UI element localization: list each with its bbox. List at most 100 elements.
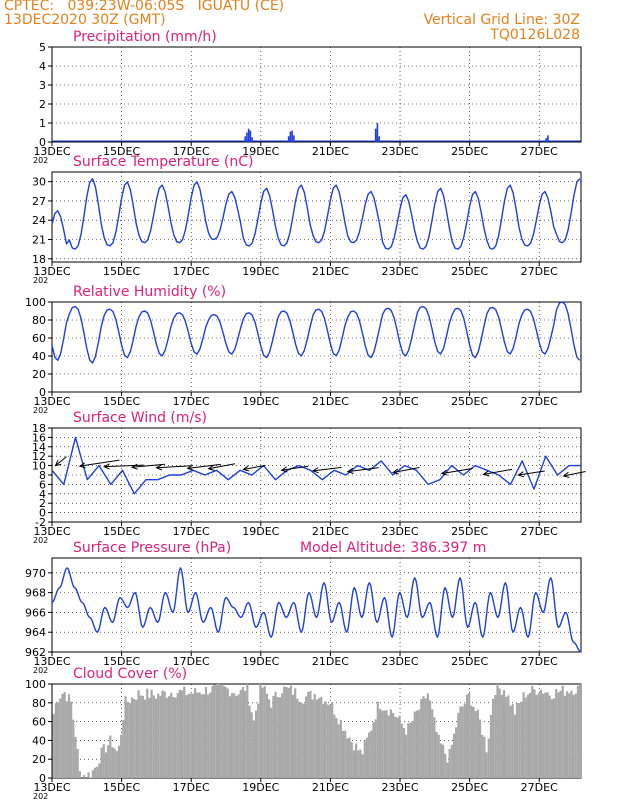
y-tick-label: 40 <box>32 734 46 747</box>
x-axis-year: 202 <box>33 406 48 415</box>
cloud-bar <box>246 684 249 778</box>
y-tick-label: 80 <box>32 314 46 327</box>
x-tick-label: 25DEC <box>451 781 488 794</box>
cloud-bar <box>233 693 236 778</box>
x-tick-label: 13DEC <box>33 781 70 794</box>
cloud-bar <box>537 693 540 778</box>
y-tick-label: 0 <box>39 507 46 520</box>
cloud-bar <box>252 720 255 778</box>
y-tick-label: 0 <box>39 772 46 785</box>
cloud-bar <box>350 742 353 778</box>
wind-vector-head <box>207 464 215 471</box>
cloud-bar <box>354 743 358 778</box>
cloud-bar <box>463 703 466 778</box>
cloud-bar <box>424 698 427 778</box>
cloud-bar <box>135 699 138 778</box>
precip-bar <box>374 128 377 142</box>
y-tick-label: 2 <box>39 98 46 111</box>
cloud-bar <box>74 736 77 778</box>
cloud-bar <box>248 705 251 778</box>
cloud-bar <box>285 686 288 778</box>
cloud-bar <box>339 719 342 778</box>
cloud-bar <box>487 738 490 778</box>
cloud-bar <box>389 709 392 778</box>
y-tick-label: 962 <box>25 646 46 659</box>
x-tick-label: 23DEC <box>381 525 418 538</box>
cloud-bar <box>478 719 482 778</box>
cloud-bar <box>167 696 171 778</box>
cloud-bar <box>281 693 284 778</box>
wind-vector-head <box>391 468 399 475</box>
pressure-line <box>51 567 582 653</box>
cloud-bar <box>341 730 345 778</box>
cloud-bar <box>59 698 62 778</box>
cloud-bar <box>107 745 110 778</box>
x-tick-label: 17DEC <box>173 525 210 538</box>
y-tick-label: 24 <box>32 214 46 227</box>
cloud-bar <box>511 704 514 778</box>
x-tick-label: 21DEC <box>312 145 349 158</box>
cloud-bar <box>100 747 103 778</box>
cloud-bar <box>228 696 232 778</box>
cloud-bar <box>452 733 456 778</box>
cloud-bar <box>398 715 401 778</box>
x-tick-label: 17DEC <box>173 781 210 794</box>
cloud-bar <box>574 693 577 778</box>
y-tick-label: 100 <box>25 296 46 309</box>
header-model-code: TQ0126L028 <box>490 27 580 43</box>
cloud-bar <box>122 720 125 778</box>
cloud-bar <box>481 734 484 778</box>
wind-vector <box>312 466 342 472</box>
cloud-bar <box>109 735 112 778</box>
cloud-bar <box>296 698 299 778</box>
wind-vector-head <box>440 469 448 476</box>
cloud-bar <box>352 750 356 778</box>
x-axis-year: 202 <box>33 666 48 675</box>
wind-vector-head <box>78 462 86 469</box>
cloud-bar <box>72 719 75 778</box>
precip-bar <box>289 131 292 142</box>
cloud-bar <box>83 775 86 778</box>
cloud-bar <box>130 697 134 778</box>
x-tick-label: 19DEC <box>242 145 279 158</box>
cloud-bar <box>96 766 99 778</box>
cloud-bar <box>437 734 440 778</box>
cloud-bar <box>311 699 314 778</box>
cloud-bar <box>276 697 279 778</box>
x-tick-label: 23DEC <box>381 265 418 278</box>
y-tick-label: 14 <box>32 441 46 454</box>
cloud-bar <box>161 690 164 778</box>
panel-title: Surface Pressure (hPa) <box>73 540 231 556</box>
cloud-bar <box>557 692 560 778</box>
cloud-bar <box>326 704 329 778</box>
cloud-bar <box>552 698 556 778</box>
cloud-bar <box>244 690 247 778</box>
cloud-bar <box>209 692 212 778</box>
cloud-bar <box>204 687 208 778</box>
x-tick-label: 19DEC <box>242 781 279 794</box>
y-tick-label: 1 <box>39 117 46 130</box>
cloud-bar <box>461 706 464 778</box>
wind-vector-head <box>186 464 194 471</box>
y-tick-label: 0 <box>39 386 46 399</box>
panel-frame <box>51 171 582 263</box>
x-tick-label: 21DEC <box>312 265 349 278</box>
cloud-bar <box>507 695 510 778</box>
temperature-line <box>51 177 581 250</box>
cloud-bar <box>180 690 184 778</box>
cloud-bar <box>483 736 486 778</box>
panel-title: Precipitation (mm/h) <box>73 29 217 45</box>
cloud-bar <box>165 697 168 778</box>
x-tick-label: 27DEC <box>521 525 558 538</box>
y-tick-label: 20 <box>32 368 46 381</box>
cloud-bar <box>200 694 203 778</box>
cloud-bar <box>241 686 245 778</box>
x-tick-label: 25DEC <box>451 525 488 538</box>
cloud-bar <box>337 724 340 778</box>
cloud-bar <box>93 767 97 778</box>
x-tick-label: 17DEC <box>173 655 210 668</box>
cloud-bar <box>544 692 547 778</box>
cloud-bar <box>407 723 410 778</box>
cloud-bar <box>518 703 521 778</box>
cloud-bar <box>420 699 423 778</box>
